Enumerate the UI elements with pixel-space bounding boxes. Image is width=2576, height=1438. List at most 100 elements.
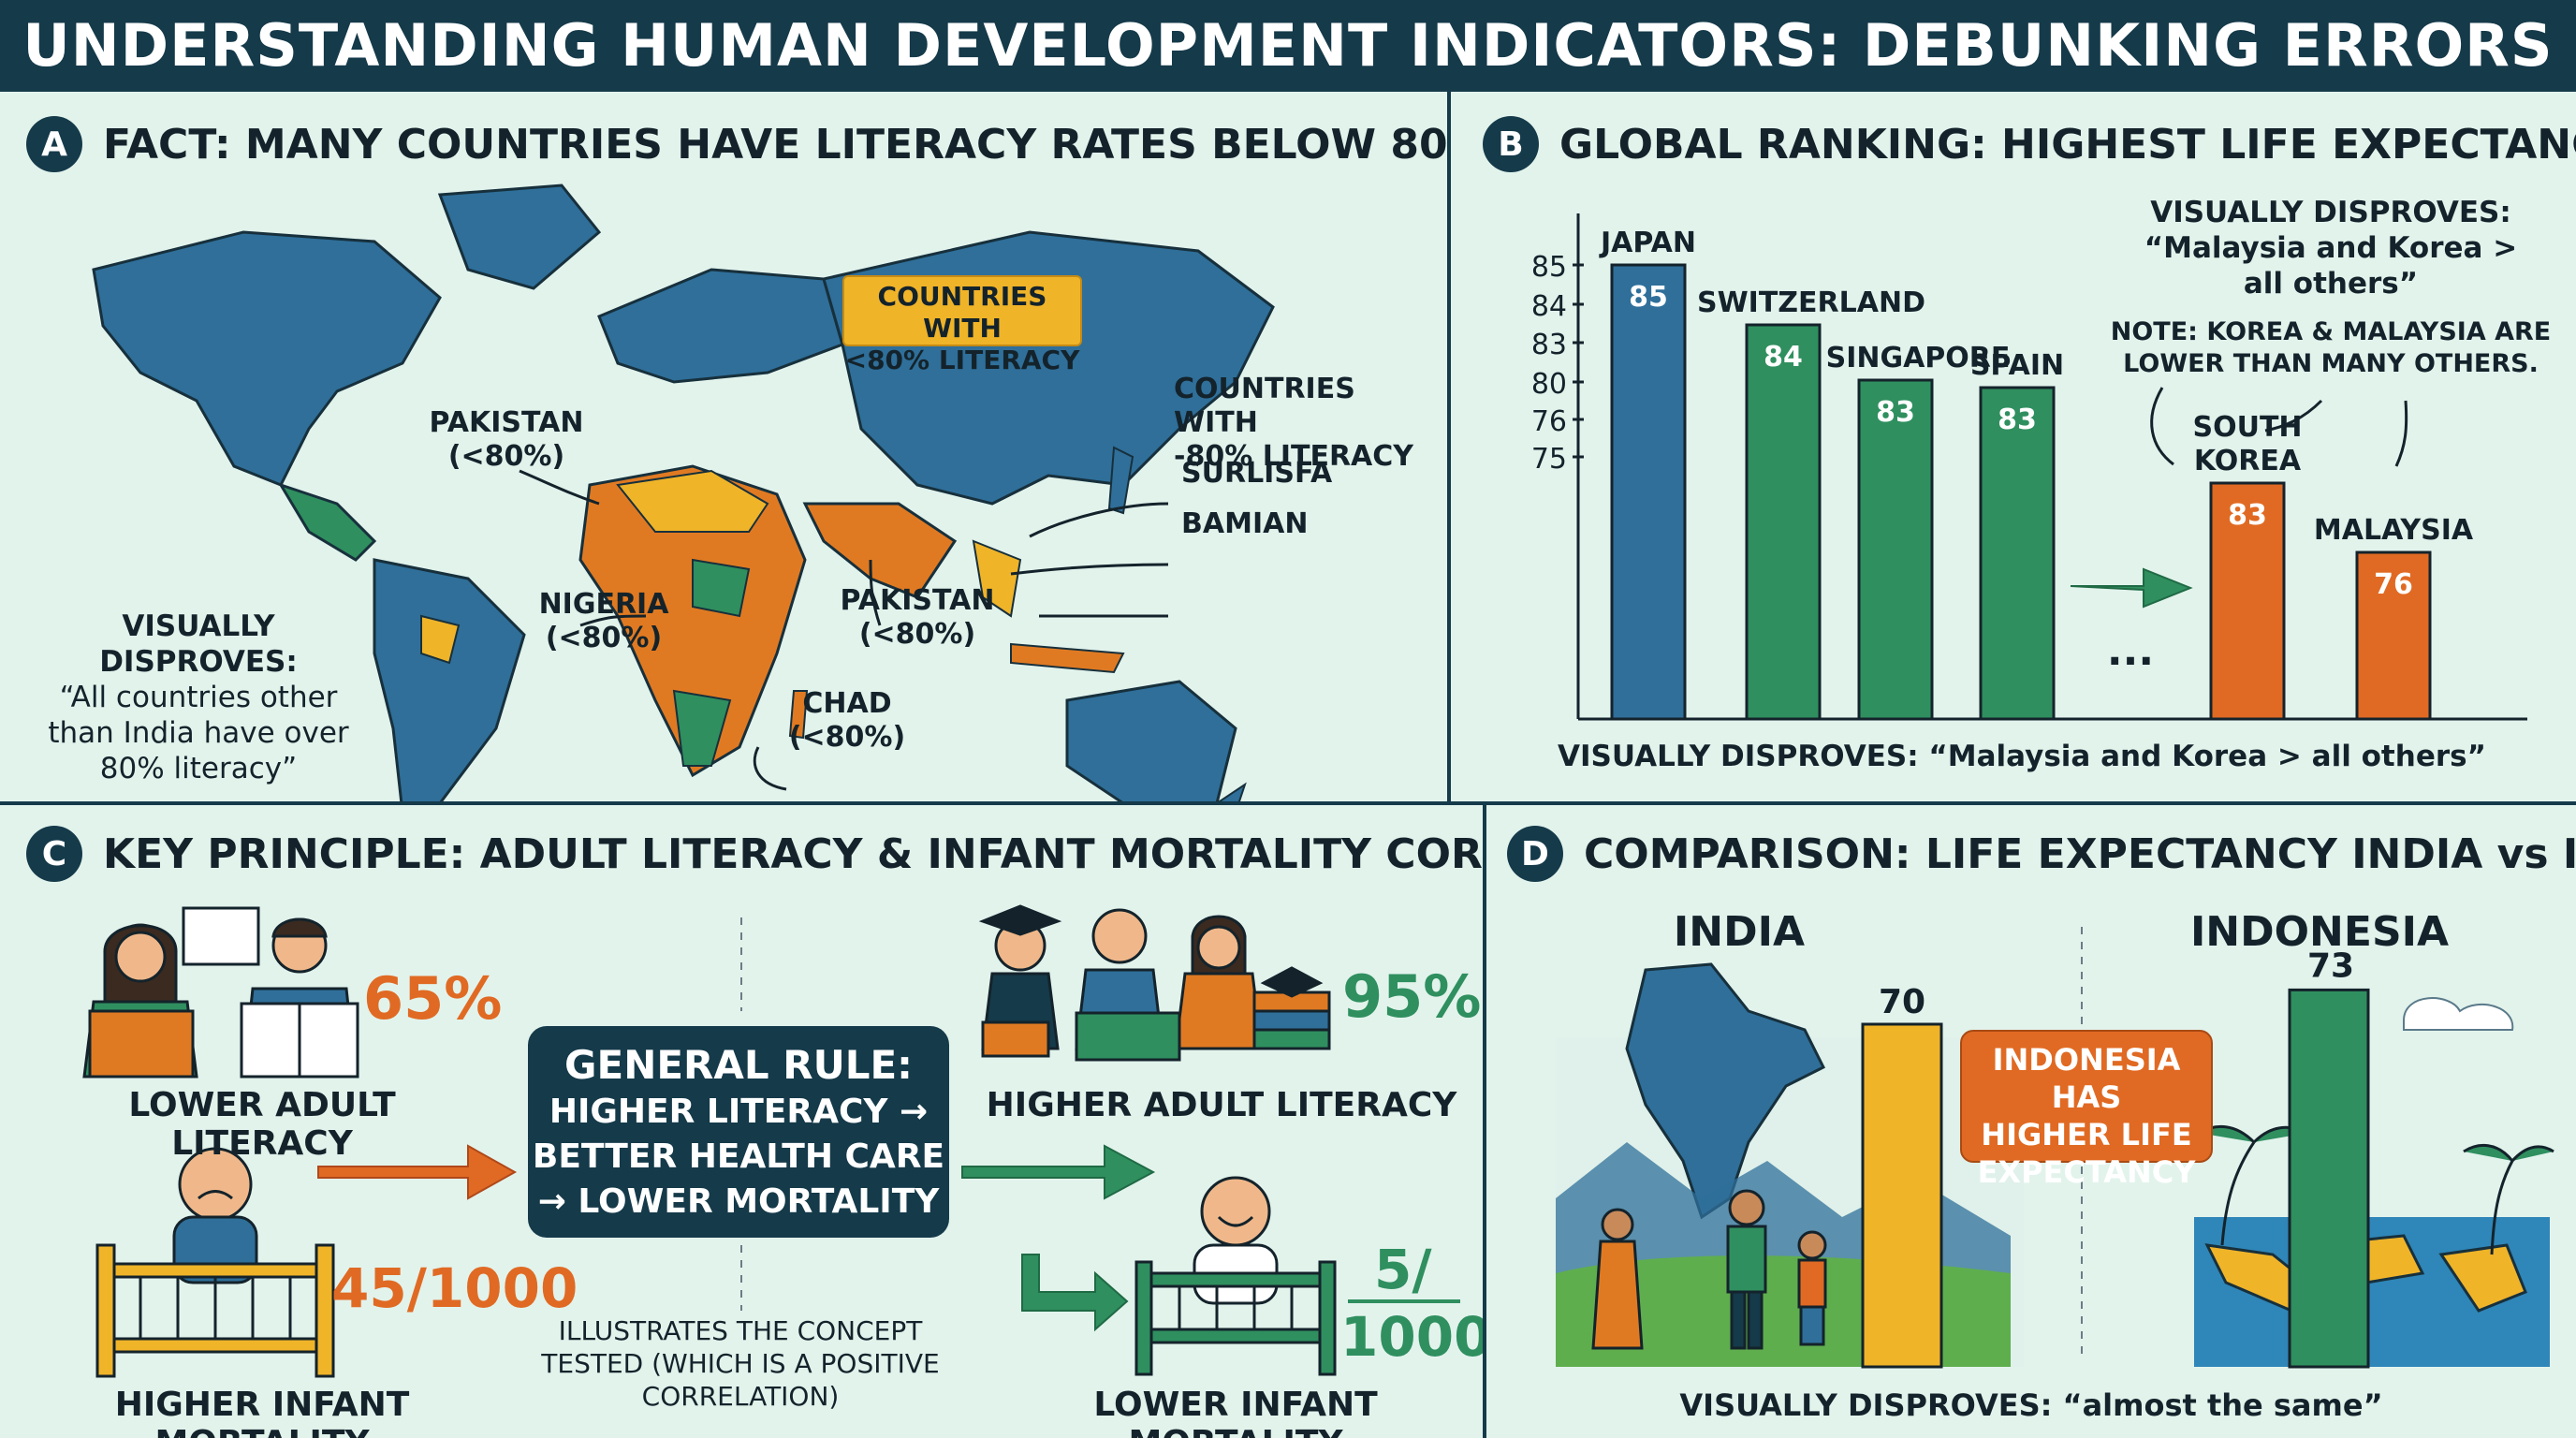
indonesia-bar <box>2288 988 2370 1369</box>
general-rule-box: GENERAL RULE: HIGHER LITERACY → BETTER H… <box>528 1026 949 1238</box>
label-nigeria: NIGERIA (<80%) <box>524 588 683 655</box>
label-pakistan-mid: PAKISTAN (<80%) <box>833 584 1002 652</box>
low-literacy-percent: 65% <box>363 964 503 1033</box>
bar-category-label: JAPAN <box>1599 227 1696 259</box>
panel-c-illustrations <box>82 904 1460 1378</box>
panel-literacy-mortality: C KEY PRINCIPLE: ADULT LITERACY & INFANT… <box>0 805 1483 1438</box>
label-countries-right-line1: COUNTRIES WITH <box>1174 373 1355 439</box>
low-mortality-denominator: 1000 <box>1340 1305 1483 1369</box>
y-tick-label: 83 <box>1531 329 1567 361</box>
label-pakistan-left-value: (<80%) <box>447 440 565 473</box>
panel-c-title-row: C KEY PRINCIPLE: ADULT LITERACY & INFANT… <box>26 826 1483 882</box>
label-pakistan-mid-name: PAKISTAN <box>840 584 995 617</box>
panel-india-vs-indonesia: D COMPARISON: LIFE EXPECTANCY INDIA vs I… <box>1486 805 2576 1438</box>
cloud-icon <box>2403 997 2514 1031</box>
panel-b-title: GLOBAL RANKING: HIGHEST LIFE EXPECTANCY <box>1559 120 2576 169</box>
chart-gap-arrow <box>2070 567 2193 609</box>
page-title: UNDERSTANDING HUMAN DEVELOPMENT INDICATO… <box>0 0 2576 90</box>
indonesia-callout: INDONESIA HAS HIGHER LIFE EXPECTANCY <box>1960 1030 2213 1190</box>
map-australia <box>1065 680 1237 801</box>
panel-a-disproves-line2: than India have over <box>48 716 349 750</box>
concept-note: ILLUSTRATES THE CONCEPT TESTED (WHICH IS… <box>520 1314 960 1413</box>
y-tick-label: 76 <box>1531 405 1567 438</box>
label-pakistan-left: PAKISTAN (<80%) <box>427 406 586 474</box>
india-bar <box>1861 1022 1943 1369</box>
india-heading: INDIA <box>1673 908 1806 956</box>
bar-value-label: 83 <box>1998 404 2037 436</box>
panel-a-disproves: VISUALLY DISPROVES: “All countries other… <box>22 609 374 786</box>
general-rule-line1: HIGHER LITERACY → <box>549 1093 929 1131</box>
callout-line1: INDONESIA HAS <box>1992 1042 2181 1115</box>
indonesia-bar-value: 73 <box>2307 946 2354 985</box>
low-literacy-label: LOWER ADULT LITERACY <box>128 1086 396 1163</box>
bar <box>2209 481 2286 721</box>
map-north-america <box>92 230 442 487</box>
callout-line2: HIGHER LIFE <box>1981 1117 2192 1152</box>
label-countries-right: COUNTRIES WITH -80% LITERACY <box>1174 373 1427 474</box>
panel-b-note-line2: LOWER THAN MANY OTHERS. <box>2123 349 2539 378</box>
label-pakistan-left-name: PAKISTAN <box>429 406 584 439</box>
panel-literacy-map: A FACT: MANY COUNTRIES HAVE LITERACY RAT… <box>0 92 1447 801</box>
map-greenland <box>437 183 602 290</box>
bar-value-label: 85 <box>1629 281 1668 314</box>
map-africa-green <box>692 558 751 618</box>
panel-d-title: COMPARISON: LIFE EXPECTANCY INDIA vs IND… <box>1584 829 2576 878</box>
panel-a-disproves-heading: VISUALLY DISPROVES: <box>99 609 298 679</box>
panel-d-bottom-disproves: VISUALLY DISPROVES: “almost the same” <box>1679 1387 2383 1423</box>
map-se-asia <box>972 539 1022 618</box>
legend-line-2: <80% LITERACY <box>844 345 1080 375</box>
map-arrows <box>519 469 1169 791</box>
bar-value-label: 83 <box>1876 396 1915 429</box>
general-rule-title: GENERAL RULE: <box>564 1042 913 1088</box>
india-map-shape <box>1625 962 1826 1220</box>
label-chad-value: (<80%) <box>788 721 906 754</box>
map-madagascar <box>788 690 809 740</box>
bar-value-label: 84 <box>1764 341 1803 374</box>
bar <box>1857 378 1934 721</box>
bar-category-label: KOREA <box>2194 445 2302 477</box>
legend-box-below-80: COUNTRIES WITH <80% LITERACY <box>842 275 1082 375</box>
label-pakistan-mid-value: (<80%) <box>858 618 976 651</box>
map-south-america <box>373 558 526 801</box>
panel-b-disproves-line1: “Malaysia and Korea > <box>2144 231 2518 265</box>
arrow-to-rule <box>317 1144 518 1200</box>
label-chad: CHAD (<80%) <box>768 687 927 755</box>
panel-b-disproves-line2: all others” <box>2243 267 2419 301</box>
y-tick-label: 80 <box>1531 368 1567 401</box>
panel-d-illustration: 70 73 <box>1556 927 2554 1369</box>
arrow-hook <box>1021 1254 1129 1332</box>
panel-b-badge: B <box>1483 116 1539 172</box>
panel-b-disproves-heading: VISUALLY DISPROVES: <box>2150 196 2511 229</box>
map-south-asia <box>802 502 958 599</box>
concept-note-line3: CORRELATION) <box>641 1381 840 1412</box>
map-africa <box>578 464 807 778</box>
panel-a-title-row: A FACT: MANY COUNTRIES HAVE LITERACY RAT… <box>26 116 1447 172</box>
concept-note-line1: ILLUSTRATES THE CONCEPT <box>558 1315 923 1346</box>
world-map <box>92 183 1275 801</box>
map-new-zealand <box>1218 782 1247 801</box>
map-africa-north <box>616 469 769 533</box>
callout-line3: EXPECTANCY <box>1977 1154 2196 1190</box>
india-people-icon <box>1591 1189 1827 1350</box>
high-literacy-label: HIGHER ADULT LITERACY <box>986 1086 1457 1124</box>
bar <box>1745 323 1822 721</box>
readers-icon <box>82 906 359 1078</box>
chart-ellipsis: ... <box>2107 627 2154 675</box>
map-indonesia-islands <box>1010 642 1125 674</box>
indonesia-heading: INDONESIA <box>2189 908 2450 956</box>
crib-high-mortality-icon <box>95 1147 335 1378</box>
label-chad-name: CHAD <box>802 687 892 720</box>
general-rule-line2: BETTER HEALTH CARE <box>532 1137 945 1176</box>
bar-category-label: SPAIN <box>1970 349 2064 382</box>
label-nigeria-value: (<80%) <box>545 622 663 654</box>
map-sa-highlight <box>420 614 461 665</box>
panel-c-badge: C <box>26 826 82 882</box>
panel-d-badge: D <box>1507 826 1563 882</box>
panel-a-disproves-line3: 80% literacy” <box>99 752 298 785</box>
y-tick-label: 85 <box>1531 251 1567 284</box>
bar-category-label: SINGAPORE <box>1826 342 2011 374</box>
low-mortality-numerator: 5/ <box>1374 1238 1432 1301</box>
legend-line-1: COUNTRIES WITH <box>877 281 1047 344</box>
chart-bars: 85 JAPAN 84 SWITZERLAND 83 SINGAPORE 83 SPAIN 83… <box>1599 227 2474 721</box>
general-rule-line3: → LOWER MORTALITY <box>537 1182 940 1221</box>
